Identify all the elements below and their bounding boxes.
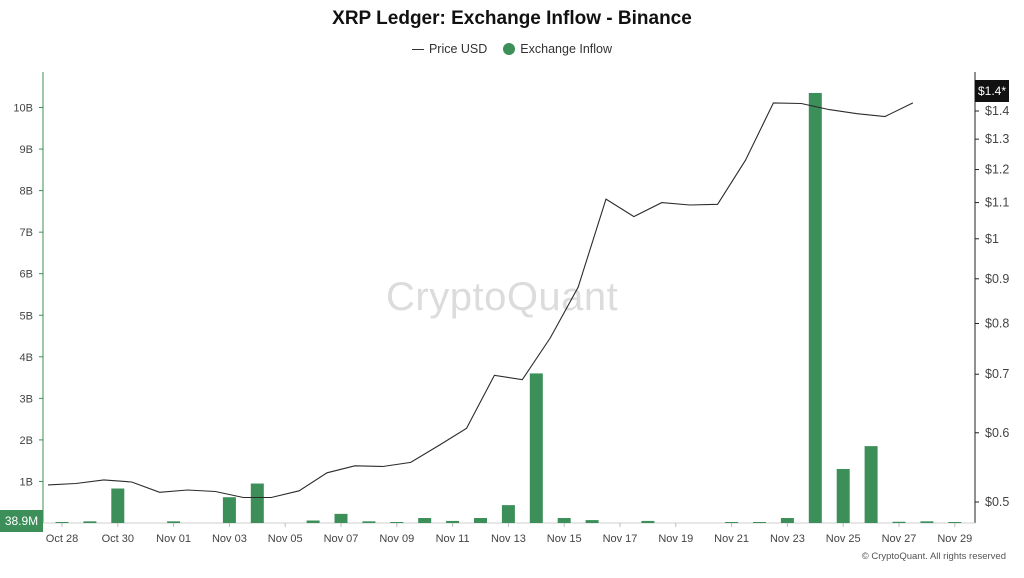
bar-inflow	[446, 520, 460, 523]
x-tick-label: Nov 01	[156, 533, 191, 545]
x-tick-label: Oct 28	[46, 533, 78, 545]
x-tick-label: Oct 30	[102, 533, 134, 545]
bar-inflow	[334, 513, 348, 523]
x-tick-label: Nov 19	[658, 533, 693, 545]
x-tick-label: Nov 13	[491, 533, 526, 545]
x-tick-label: Nov 11	[436, 533, 470, 545]
legend: Price USD Exchange Inflow	[0, 42, 1024, 56]
y-right-tick-label: $0.6	[985, 426, 1009, 440]
x-tick-label: Nov 17	[603, 533, 638, 545]
x-tick-label: Nov 03	[212, 533, 247, 545]
bar-inflow	[808, 92, 822, 524]
bar-inflow	[418, 518, 432, 523]
y-left-tick-label: 9B	[20, 144, 33, 156]
y-left-tick-label: 5B	[20, 310, 33, 322]
bar-inflow	[557, 518, 571, 523]
x-tick-label: Nov 25	[826, 533, 861, 545]
legend-item-inflow[interactable]: Exchange Inflow	[503, 42, 612, 56]
copyright: © CryptoQuant. All rights reserved	[861, 551, 1006, 562]
x-tick-label: Nov 09	[379, 533, 414, 545]
line-marker-icon	[411, 48, 424, 50]
bar-inflow	[501, 505, 515, 523]
y-right-tick-label: $1.4	[985, 104, 1009, 118]
x-tick-label: Nov 23	[770, 533, 805, 545]
y-right-tick-label: $0.9	[985, 272, 1009, 286]
bar-inflow	[780, 518, 794, 523]
current-inflow-label: 38.9M	[5, 514, 38, 528]
y-left-tick-label: 3B	[20, 393, 33, 405]
bar-inflow	[306, 520, 320, 523]
y-right-tick-label: $0.8	[985, 317, 1009, 331]
chart-title: XRP Ledger: Exchange Inflow - Binance	[332, 8, 692, 29]
x-tick-label: Nov 05	[268, 533, 303, 545]
x-tick-label: Nov 27	[882, 533, 917, 545]
legend-label-price: Price USD	[428, 42, 488, 56]
y-left-tick-label: 7B	[20, 227, 33, 239]
bar-inflow	[892, 521, 906, 523]
bar-inflow	[474, 518, 487, 523]
y-left-tick-label: 8B	[20, 186, 33, 198]
current-price-badge	[975, 80, 1009, 102]
legend-item-price[interactable]: Price USD	[411, 42, 488, 56]
y-right-tick-label: $0.7	[985, 367, 1009, 381]
bar-inflow	[920, 521, 934, 523]
bar-inflow	[111, 488, 125, 523]
bar-inflow	[55, 522, 69, 523]
y-left-tick-label: 4B	[20, 352, 33, 364]
bar-inflow	[362, 521, 376, 523]
y-right-tick-label: $0.5	[985, 495, 1009, 509]
current-inflow-badge	[0, 510, 43, 532]
bar-inflow	[641, 520, 655, 523]
bar-inflow	[836, 468, 850, 523]
bar-inflow	[167, 521, 181, 523]
y-left-tick-label: 1B	[20, 476, 33, 488]
x-tick-label: Nov 29	[937, 533, 972, 545]
y-left-tick-label: 10B	[13, 103, 33, 115]
x-tick-label: Nov 07	[324, 533, 359, 545]
bar-inflow	[753, 522, 766, 523]
price-line	[47, 102, 914, 499]
y-right-tick-label: $1.3	[985, 132, 1009, 146]
bar-inflow	[529, 373, 543, 523]
bar-inflow	[585, 520, 599, 523]
x-tick-label: Nov 21	[714, 533, 749, 545]
x-tick-label: Nov 15	[547, 533, 582, 545]
bar-inflow	[864, 446, 878, 523]
bar-inflow	[222, 497, 236, 523]
bar-inflow	[83, 521, 97, 523]
y-left-tick-label: 6B	[20, 269, 33, 281]
current-price-label: $1.4*	[978, 84, 1006, 98]
bar-inflow	[948, 522, 962, 523]
bar-inflow	[250, 483, 264, 523]
y-right-tick-label: $1	[985, 232, 999, 246]
bar-inflow	[390, 522, 404, 523]
y-right-tick-label: $1.2	[985, 163, 1009, 177]
dot-marker-icon	[503, 43, 516, 55]
bar-inflow	[725, 522, 739, 523]
legend-label-inflow: Exchange Inflow	[520, 42, 613, 56]
y-right-tick-label: $1.1	[985, 196, 1009, 210]
y-left-tick-label: 2B	[20, 435, 33, 447]
